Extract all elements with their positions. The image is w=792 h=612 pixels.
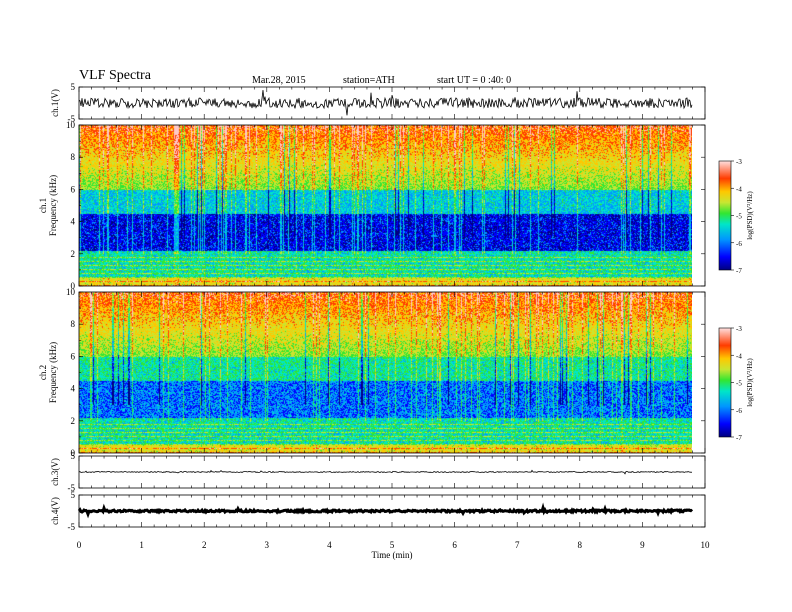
y-tick-label: 2 xyxy=(71,416,76,426)
y-tick-label: 6 xyxy=(71,184,76,194)
x-tick-label: 6 xyxy=(452,540,457,550)
x-tick-label: 10 xyxy=(701,540,711,550)
y-axis-label-text: ch.3(V) xyxy=(50,458,60,486)
spectrogram-image-1 xyxy=(79,125,692,286)
waveform-trace-3 xyxy=(78,469,693,475)
y-tick-label: 2 xyxy=(71,249,76,259)
spectrogram-image-2 xyxy=(79,292,692,453)
y-tick-label: 5 xyxy=(71,82,76,92)
y-tick-label: -5 xyxy=(68,483,76,493)
station-label: station=ATH xyxy=(343,75,395,86)
x-tick-label: 9 xyxy=(640,540,645,550)
x-tick-label: 8 xyxy=(578,540,583,550)
y-tick-label: -5 xyxy=(68,114,76,124)
y-axis-label-w3: ch.3(V) xyxy=(50,458,60,486)
colorbar-tick-label: -5 xyxy=(736,213,742,221)
colorbar-s2 xyxy=(718,327,732,438)
y-axis-label-text: ch.1(V) xyxy=(50,89,60,117)
y-tick-label: 6 xyxy=(71,351,76,361)
y-tick-label: 5 xyxy=(71,490,76,500)
y-tick-label: 8 xyxy=(71,319,76,329)
y-tick-label: 5 xyxy=(71,451,76,461)
colorbar-tick-label: -4 xyxy=(736,185,742,193)
waveform-trace-1 xyxy=(78,90,693,116)
y-tick-label: 10 xyxy=(66,120,76,130)
colorbar-s1 xyxy=(718,160,732,271)
colorbar-tick-label: -6 xyxy=(736,407,742,415)
y-tick-label: 4 xyxy=(71,217,76,227)
y-axis-label-text: ch.1 xyxy=(38,198,48,213)
y-axis-label-s2: ch.2 Frequency (kHz) xyxy=(38,342,58,403)
x-tick-label: 2 xyxy=(202,540,207,550)
colorbar-tick-label: -4 xyxy=(736,352,742,360)
x-tick-label: 1 xyxy=(139,540,144,550)
y-axis-label-w4: ch.4(V) xyxy=(50,497,60,525)
colorbar-tick-label: -5 xyxy=(736,380,742,388)
colorbar-tick-label: -6 xyxy=(736,240,742,248)
waveform-trace-4 xyxy=(77,502,694,519)
y-axis-label-text: ch.2 xyxy=(38,365,48,380)
x-tick-label: 7 xyxy=(515,540,520,550)
x-tick-label: 3 xyxy=(265,540,270,550)
colorbar-label-s2: log(PSD)(V²/Hz) xyxy=(746,358,754,407)
date-label: Mar.28, 2015 xyxy=(252,75,306,86)
x-tick-label: 4 xyxy=(327,540,332,550)
colorbar-tick-label: -7 xyxy=(736,267,742,275)
y-axis-label-text: Frequency (kHz) xyxy=(48,175,58,236)
colorbar-tick-label: -3 xyxy=(736,325,742,333)
x-tick-label: 0 xyxy=(77,540,82,550)
colorbar-label-s1: log(PSD)(V²/Hz) xyxy=(746,191,754,240)
colorbar-tick-label: -3 xyxy=(736,158,742,166)
colorbar-label-text: log(PSD)(V²/Hz) xyxy=(746,358,754,407)
y-tick-label: -5 xyxy=(68,522,76,532)
y-tick-label: 0 xyxy=(71,281,76,291)
y-tick-label: 10 xyxy=(66,287,76,297)
x-tick-label: 5 xyxy=(390,540,395,550)
y-tick-label: 0 xyxy=(71,448,76,458)
y-tick-label: 8 xyxy=(71,152,76,162)
colorbar-tick-label: -7 xyxy=(736,434,742,442)
figure-title: VLF Spectra xyxy=(79,68,151,83)
x-axis-label: Time (min) xyxy=(372,550,413,560)
start-time-label: start UT = 0 :40: 0 xyxy=(437,75,512,86)
y-axis-label-text: Frequency (kHz) xyxy=(48,342,58,403)
y-axis-label-w1: ch.1(V) xyxy=(50,89,60,117)
y-axis-label-text: ch.4(V) xyxy=(50,497,60,525)
y-axis-label-s1: ch.1 Frequency (kHz) xyxy=(38,175,58,236)
y-tick-label: 4 xyxy=(71,384,76,394)
colorbar-label-text: log(PSD)(V²/Hz) xyxy=(746,191,754,240)
